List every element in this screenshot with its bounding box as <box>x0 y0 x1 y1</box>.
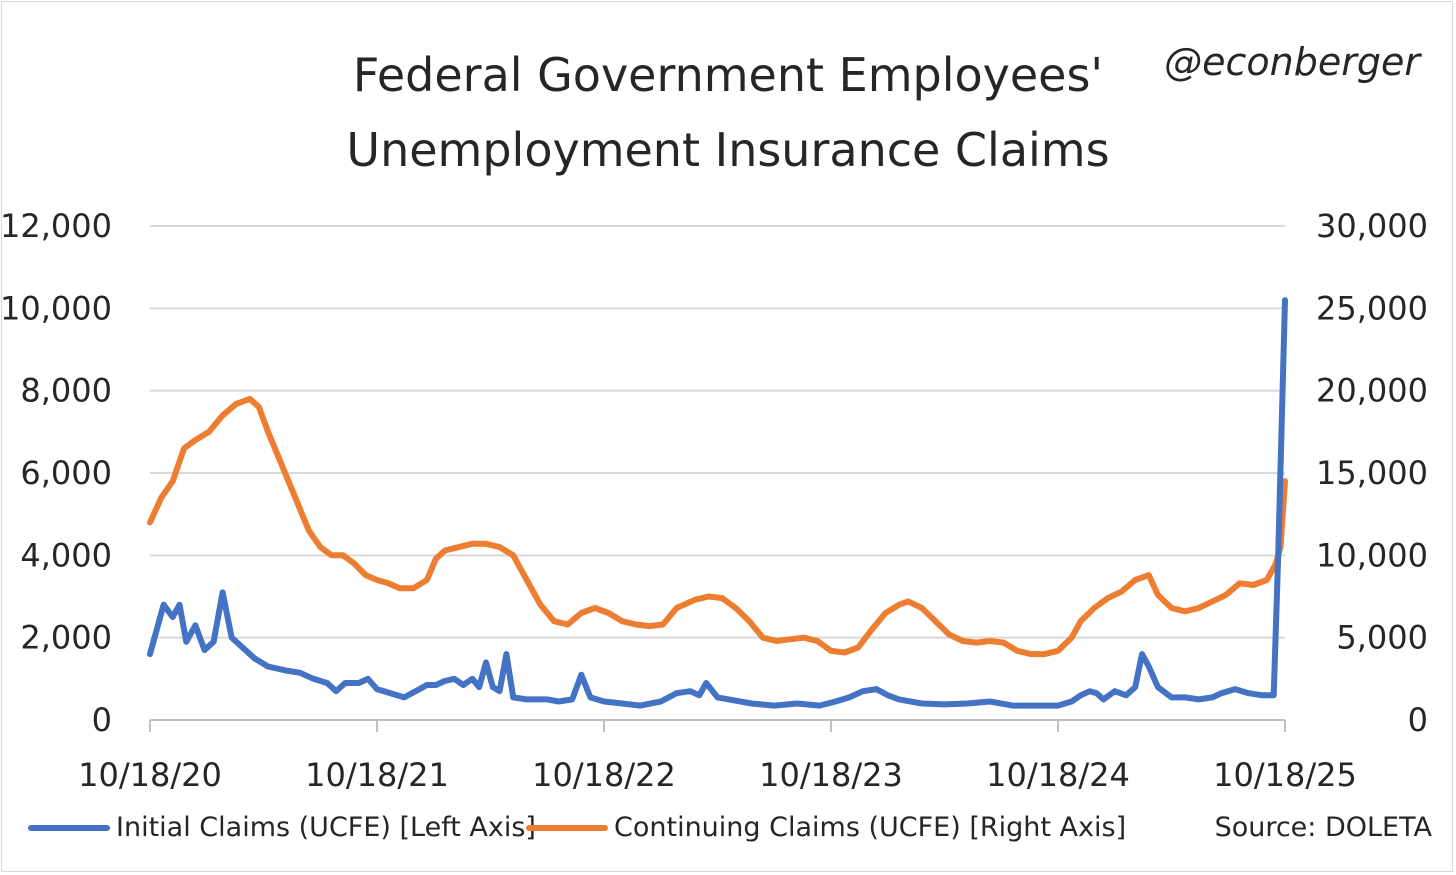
left-y-tick-label-0: 0 <box>92 701 112 739</box>
chart-title-line2: Unemployment Insurance Claims <box>346 123 1110 177</box>
legend-item-continuing: Continuing Claims (UCFE) [Right Axis] <box>526 812 1126 843</box>
legend-swatch-initial <box>28 824 110 831</box>
left-y-tick-label-4: 8,000 <box>20 372 112 410</box>
right-y-tick-label-5: 25,000 <box>1316 289 1428 327</box>
legend-item-initial: Initial Claims (UCFE) [Left Axis] <box>28 812 536 843</box>
legend-label-initial: Initial Claims (UCFE) [Left Axis] <box>116 812 536 843</box>
x-axis-labels: 10/18/20 10/18/21 10/18/22 10/18/23 10/18/24… <box>78 756 1357 794</box>
chart-title-line1: Federal Government Employees' <box>352 48 1104 102</box>
x-tick-label-0: 10/18/20 <box>78 756 222 794</box>
x-tick-label-4: 10/18/24 <box>986 756 1130 794</box>
x-tick-label-5: 10/18/25 <box>1213 756 1357 794</box>
source-note: Source: DOLETA <box>1214 812 1432 843</box>
author-handle: @econberger <box>1164 40 1420 84</box>
left-y-axis: 0 2,000 4,000 6,000 8,000 10,000 12,000 <box>0 207 112 739</box>
x-axis <box>149 719 1286 732</box>
series-line-continuing-claims <box>147 395 1288 658</box>
gridlines <box>150 225 1285 639</box>
right-y-tick-label-1: 5,000 <box>1336 619 1428 657</box>
left-y-tick-label-2: 4,000 <box>20 536 112 574</box>
legend-swatch-continuing <box>526 824 608 831</box>
series-line-initial-claims <box>147 297 1288 709</box>
left-y-tick-label-3: 6,000 <box>20 454 112 492</box>
right-y-tick-label-3: 15,000 <box>1316 454 1428 492</box>
right-y-axis: 0 5,000 10,000 15,000 20,000 25,000 30,000 <box>1316 207 1428 739</box>
left-y-tick-label-5: 10,000 <box>0 289 112 327</box>
right-y-tick-label-2: 10,000 <box>1316 536 1428 574</box>
series-lines <box>147 297 1288 709</box>
x-tick-label-2: 10/18/22 <box>532 756 676 794</box>
left-y-tick-label-6: 12,000 <box>0 207 112 245</box>
legend: Initial Claims (UCFE) [Left Axis] Contin… <box>28 812 1432 852</box>
left-y-tick-label-1: 2,000 <box>20 619 112 657</box>
legend-label-continuing: Continuing Claims (UCFE) [Right Axis] <box>614 812 1127 843</box>
x-tick-label-1: 10/18/21 <box>305 756 449 794</box>
right-y-tick-label-6: 30,000 <box>1316 207 1428 245</box>
x-tick-label-3: 10/18/23 <box>759 756 903 794</box>
right-y-tick-label-4: 20,000 <box>1316 372 1428 410</box>
right-y-tick-label-0: 0 <box>1408 701 1428 739</box>
